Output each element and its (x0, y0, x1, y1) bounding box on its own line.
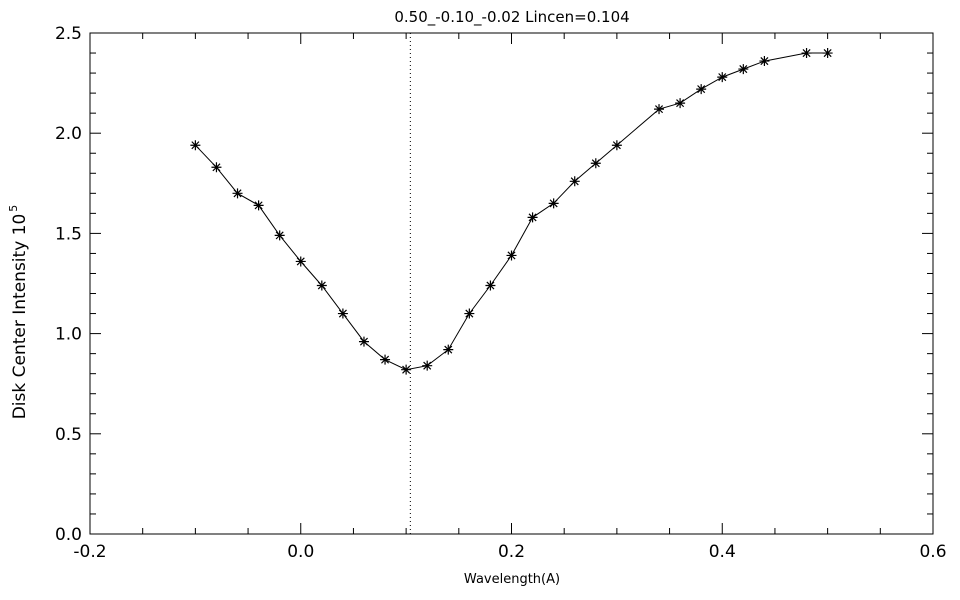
asterisk-marker (675, 98, 686, 109)
asterisk-marker (759, 56, 770, 67)
data-point (527, 212, 538, 223)
y-tick-label: 0.5 (55, 425, 82, 445)
data-point (738, 64, 749, 75)
asterisk-marker (211, 162, 222, 173)
y-tick-label: 2.0 (55, 124, 82, 144)
x-tick-label: 0.6 (919, 542, 946, 562)
data-point (380, 354, 391, 365)
data-point (717, 72, 728, 83)
y-tick-label: 0.0 (55, 525, 82, 545)
data-point (316, 280, 327, 291)
data-point (232, 188, 243, 199)
asterisk-marker (801, 48, 812, 59)
data-point (443, 344, 454, 355)
asterisk-marker (274, 230, 285, 241)
data-point (569, 176, 580, 187)
y-axis-label: Disk Center Intensity 10 5 (7, 205, 30, 420)
asterisk-marker (380, 354, 391, 365)
x-tick-label: 0.4 (709, 542, 736, 562)
asterisk-marker (232, 188, 243, 199)
data-point (464, 308, 475, 319)
asterisk-marker (295, 256, 306, 267)
data-point (485, 280, 496, 291)
asterisk-marker (464, 308, 475, 319)
asterisk-marker (527, 212, 538, 223)
asterisk-marker (485, 280, 496, 291)
data-point (358, 336, 369, 347)
data-point (696, 84, 707, 95)
data-point (548, 198, 559, 209)
asterisk-marker (548, 198, 559, 209)
asterisk-marker (569, 176, 580, 187)
asterisk-marker (316, 280, 327, 291)
data-point (675, 98, 686, 109)
data-point (253, 200, 264, 211)
plot-frame (89, 32, 934, 535)
chart-title: 0.50_-0.10_-0.02 Lincen=0.104 (394, 8, 629, 27)
asterisk-marker (717, 72, 728, 83)
asterisk-marker (337, 308, 348, 319)
data-point (822, 48, 833, 59)
asterisk-marker (738, 64, 749, 75)
data-point (401, 364, 412, 375)
y-tick-label: 1.5 (55, 224, 82, 244)
data-point (506, 250, 517, 261)
x-tick-label: 0.0 (287, 542, 314, 562)
asterisk-marker (590, 158, 601, 169)
y-axis-label-exponent: 5 (7, 205, 20, 212)
asterisk-marker (654, 104, 665, 115)
axis-ticks (89, 32, 934, 535)
data-point (759, 56, 770, 67)
asterisk-marker (506, 250, 517, 261)
data-point (190, 140, 201, 151)
x-tick-label: 0.2 (498, 542, 525, 562)
data-point (295, 256, 306, 267)
y-axis-label-text: Disk Center Intensity 10 (10, 214, 30, 420)
data-point (274, 230, 285, 241)
y-tick-label: 2.5 (55, 24, 82, 44)
asterisk-marker (401, 364, 412, 375)
tick-labels: -0.2 0.0 0.2 0.4 0.60.00.51.01.52.02.5 (55, 24, 947, 562)
plot-border (89, 32, 934, 535)
data-point (337, 308, 348, 319)
data-point (611, 140, 622, 151)
asterisk-marker (443, 344, 454, 355)
x-tick-label: -0.2 (73, 542, 106, 562)
asterisk-marker (822, 48, 833, 59)
series-line (195, 52, 828, 371)
asterisk-marker (696, 84, 707, 95)
asterisk-marker (190, 140, 201, 151)
asterisk-marker (253, 200, 264, 211)
data-point (422, 360, 433, 371)
y-tick-label: 1.0 (55, 325, 82, 345)
data-point (590, 158, 601, 169)
data-point (801, 48, 812, 59)
asterisk-marker (611, 140, 622, 151)
asterisk-marker (358, 336, 369, 347)
asterisk-marker (422, 360, 433, 371)
data-point (654, 104, 665, 115)
data-series (190, 48, 833, 375)
data-point (211, 162, 222, 173)
x-axis-label: Wavelength(A) (464, 572, 560, 587)
